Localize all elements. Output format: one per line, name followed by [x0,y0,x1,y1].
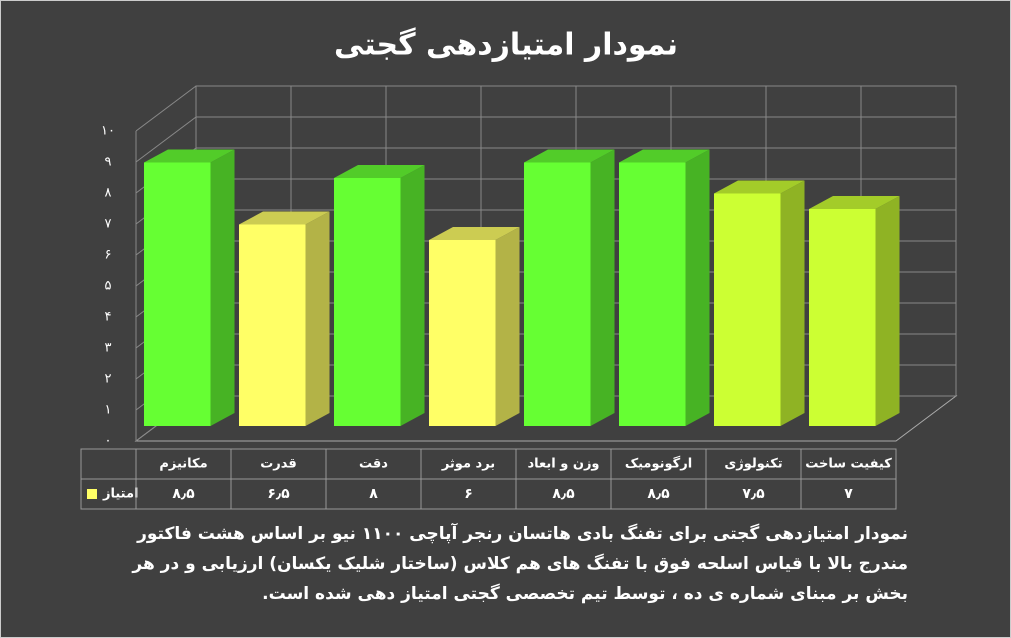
bar-side [305,211,330,426]
y-tick-label: ۶ [105,248,112,263]
x-tick-label: وزن و ابعاد [527,457,599,472]
y-tick-label: ۱۰ [101,124,115,139]
y-tick-label: ۳ [105,341,112,356]
x-tick-label: مکانیزم [159,457,207,472]
y-tick-label: ۲ [105,372,112,387]
x-tick-label: قدرت [260,457,297,472]
x-tick-label: برد موثر [441,457,495,472]
footnote: نمودار امتیازدهی گجتی برای تفنگ بادی هات… [132,524,908,604]
y-tick-label: ۴ [105,310,112,325]
y-tick-label: ۹ [105,155,112,170]
bar-side [685,149,710,426]
bar-side [495,227,520,426]
legend-label: امتیاز [102,487,138,502]
legend-swatch [87,489,97,499]
bar-top [334,165,425,178]
bar [714,193,781,426]
bar-side [400,165,425,426]
x-tick-label: کیفیت ساخت [805,457,892,472]
value-label: ۸ [369,486,378,502]
bar [429,240,496,426]
y-tick-label: ۸ [105,186,112,201]
bar [239,224,306,426]
side-grid-line [135,85,197,132]
chart: نمودار امتیازدهی گجتی ۰ ۱ ۲ ۳ ۴ ۵ ۶ ۷ ۸ ۹ ۱۰ امتیاز… [80,27,958,510]
bar [619,162,686,426]
bar-side [780,180,805,426]
bar [809,209,876,426]
y-tick-label: ۱ [105,403,112,418]
x-tick-label: ارگونومیک [625,456,692,472]
value-label: ۸٫۵ [647,486,670,502]
bar-top [429,227,520,240]
value-label: ۶ [464,486,473,502]
bar-top [524,149,615,163]
side-grid-line [135,116,197,163]
bar-top [619,149,710,163]
bar-top [714,180,805,194]
bar [334,178,401,426]
bar-top [809,196,900,209]
value-label: ۸٫۵ [172,486,195,502]
value-label: ۷ [844,486,853,502]
x-tick-label: دقت [359,457,388,472]
value-label: ۷٫۵ [742,486,765,502]
y-tick-label: ۵ [105,279,112,294]
value-label: ۶٫۵ [267,486,290,502]
bar-side [590,149,615,426]
y-tick-label: ۷ [105,217,112,232]
bar-top [144,149,235,163]
bar [524,162,591,426]
y-tick-label: ۰ [105,434,112,449]
bar-top [239,211,330,225]
x-tick-label: تکنولوژی [724,457,782,472]
chart-title: نمودار امتیازدهی گجتی [334,27,678,63]
bar [144,162,211,426]
bar-side [875,196,900,426]
bar-side [210,149,235,426]
value-label: ۸٫۵ [552,486,575,502]
